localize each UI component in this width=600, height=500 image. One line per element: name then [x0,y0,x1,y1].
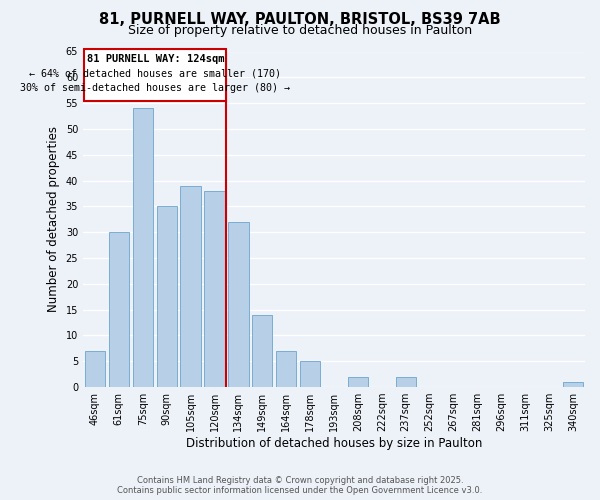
Bar [157,206,177,387]
Text: ← 64% of detached houses are smaller (170): ← 64% of detached houses are smaller (17… [29,68,281,78]
Bar [563,382,583,387]
Bar [205,191,224,387]
Bar [348,377,368,387]
Text: Size of property relative to detached houses in Paulton: Size of property relative to detached ho… [128,24,472,37]
Bar [133,108,153,387]
Bar [300,362,320,387]
Bar [276,351,296,387]
Bar [395,377,416,387]
X-axis label: Distribution of detached houses by size in Paulton: Distribution of detached houses by size … [186,437,482,450]
Text: Contains HM Land Registry data © Crown copyright and database right 2025.
Contai: Contains HM Land Registry data © Crown c… [118,476,482,495]
FancyBboxPatch shape [84,49,226,100]
Text: 81 PURNELL WAY: 124sqm: 81 PURNELL WAY: 124sqm [86,54,224,64]
Bar [181,186,201,387]
Bar [228,222,248,387]
Text: 81, PURNELL WAY, PAULTON, BRISTOL, BS39 7AB: 81, PURNELL WAY, PAULTON, BRISTOL, BS39 … [99,12,501,28]
Bar [85,351,105,387]
Bar [252,315,272,387]
Y-axis label: Number of detached properties: Number of detached properties [47,126,60,312]
Text: 30% of semi-detached houses are larger (80) →: 30% of semi-detached houses are larger (… [20,83,290,93]
Bar [109,232,129,387]
